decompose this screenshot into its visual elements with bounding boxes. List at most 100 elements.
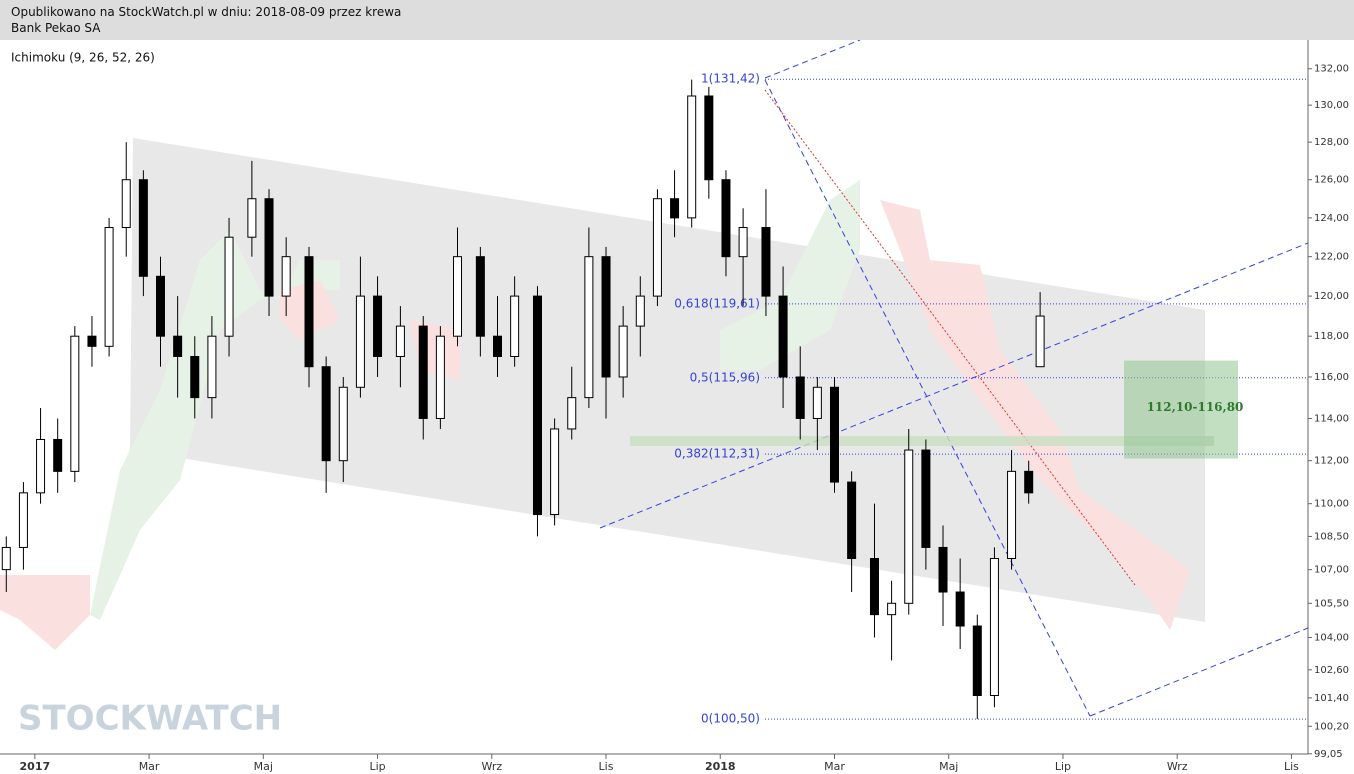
plot: 132,00 130,00 128,00 126,00 124,00 122,00 120,… bbox=[1, 64, 1349, 773]
candle-body bbox=[87, 335, 97, 347]
candle-body bbox=[687, 95, 697, 219]
candle-body bbox=[635, 295, 645, 327]
candle-body bbox=[972, 625, 982, 697]
y-tick-label: 120,00 bbox=[1314, 291, 1349, 302]
y-tick-label: 126,00 bbox=[1314, 175, 1349, 186]
trend-line bbox=[764, 89, 1136, 586]
y-tick-label: 116,00 bbox=[1314, 372, 1349, 383]
candle-body bbox=[887, 602, 897, 616]
trend-line bbox=[764, 40, 861, 79]
header-line: Bank Pekao SA bbox=[11, 21, 101, 35]
candle-body bbox=[281, 256, 291, 297]
candle-body bbox=[761, 227, 771, 297]
header: Opublikowano na StockWatch.pl w dniu: 20… bbox=[0, 0, 1354, 40]
x-tick-label: Mar bbox=[139, 760, 160, 773]
candle-body bbox=[670, 198, 680, 219]
candle-body bbox=[532, 295, 542, 516]
y-tick-label: 101,40 bbox=[1314, 693, 1349, 704]
candle-body bbox=[904, 449, 914, 604]
candle-body bbox=[955, 591, 965, 627]
candle-body bbox=[1024, 470, 1034, 494]
candle-body bbox=[121, 179, 131, 229]
x-tick-label: 2018 bbox=[705, 760, 736, 773]
candle-body bbox=[921, 449, 931, 548]
candle-body bbox=[70, 335, 80, 472]
x-tick-label: 2017 bbox=[20, 760, 51, 773]
cloud-red bbox=[880, 200, 1190, 630]
candle-body bbox=[395, 325, 405, 357]
x-tick-label: Maj bbox=[254, 760, 273, 773]
candle-body bbox=[492, 335, 502, 357]
candle-body bbox=[989, 558, 999, 697]
y-tick-label: 114,00 bbox=[1314, 413, 1349, 424]
candle-body bbox=[138, 179, 148, 277]
x-tick-label: Lis bbox=[599, 760, 614, 773]
y-tick-label: 122,00 bbox=[1314, 252, 1349, 263]
candle-body bbox=[53, 438, 63, 472]
candle-body bbox=[36, 438, 46, 494]
chart: 132,00 130,00 128,00 126,00 124,00 122,00 120,… bbox=[0, 40, 1349, 773]
candle-body bbox=[550, 428, 560, 516]
cloud-red bbox=[0, 575, 90, 650]
zone-label: 112,10-116,80 bbox=[1147, 400, 1244, 414]
cloud-green bbox=[90, 230, 340, 620]
candle-body bbox=[435, 335, 445, 419]
candle-body bbox=[829, 386, 839, 483]
candle-body bbox=[721, 179, 731, 258]
candle-body bbox=[264, 198, 274, 297]
candle-body bbox=[453, 256, 463, 337]
channel bbox=[130, 138, 1205, 622]
candle-body bbox=[704, 95, 714, 181]
candle-body bbox=[224, 236, 234, 337]
trend-line bbox=[599, 242, 1309, 529]
fib-label: 1(131,42) bbox=[701, 72, 760, 86]
candle-body bbox=[304, 256, 314, 368]
candle-body bbox=[601, 256, 611, 378]
header-line: Opublikowano na StockWatch.pl w dniu: 20… bbox=[11, 5, 402, 19]
y-tick-label: 118,00 bbox=[1314, 331, 1349, 342]
y-tick-label: 100,20 bbox=[1314, 721, 1349, 732]
trend-line bbox=[764, 79, 1091, 717]
y-tick-label: 130,00 bbox=[1314, 100, 1349, 111]
candle-body bbox=[652, 198, 662, 297]
fib-label: 0,382(112,31) bbox=[674, 447, 760, 461]
x-tick-label: Lis bbox=[1284, 760, 1299, 773]
fib-label: 0,618(119,61) bbox=[674, 296, 760, 310]
candle-body bbox=[373, 295, 383, 357]
fib-label: 0,5(115,96) bbox=[690, 370, 760, 384]
candle-body bbox=[812, 386, 822, 419]
candle-body bbox=[778, 295, 788, 378]
candle-body bbox=[156, 275, 166, 337]
candle-body bbox=[1007, 470, 1017, 560]
x-tick-label: Lip bbox=[1055, 760, 1071, 773]
candle-body bbox=[1, 546, 11, 571]
target-zone bbox=[1124, 360, 1238, 459]
candle-body bbox=[618, 325, 628, 378]
y-tick-label: 104,00 bbox=[1314, 632, 1349, 643]
candle-body bbox=[869, 558, 879, 616]
x-tick-label: Lip bbox=[369, 760, 385, 773]
y-tick-label: 102,60 bbox=[1314, 665, 1349, 676]
y-tick-label: 108,50 bbox=[1314, 531, 1349, 542]
x-tick-label: Wrz bbox=[1167, 760, 1188, 773]
indicator-label: Ichimoku (9, 26, 52, 26) bbox=[11, 51, 155, 65]
candle-body bbox=[475, 256, 485, 337]
candle-body bbox=[847, 481, 857, 560]
cloud-green bbox=[720, 180, 860, 370]
candle-body bbox=[207, 335, 217, 399]
candle-body bbox=[938, 546, 948, 593]
y-tick-label: 110,00 bbox=[1314, 499, 1349, 510]
fib-label: 0(100,50) bbox=[701, 712, 760, 726]
candle-body bbox=[510, 295, 520, 357]
candle-body bbox=[738, 227, 748, 258]
watermark: STOCKWATCH bbox=[18, 699, 282, 739]
candle-body bbox=[338, 386, 348, 462]
candle-body bbox=[355, 295, 365, 388]
candle-body bbox=[247, 198, 257, 238]
y-tick-label: 99,05 bbox=[1314, 749, 1343, 760]
candle-body bbox=[584, 256, 594, 399]
candle-body bbox=[173, 335, 183, 357]
y-tick-label: 128,00 bbox=[1314, 137, 1349, 148]
y-tick-label: 112,00 bbox=[1314, 456, 1349, 467]
